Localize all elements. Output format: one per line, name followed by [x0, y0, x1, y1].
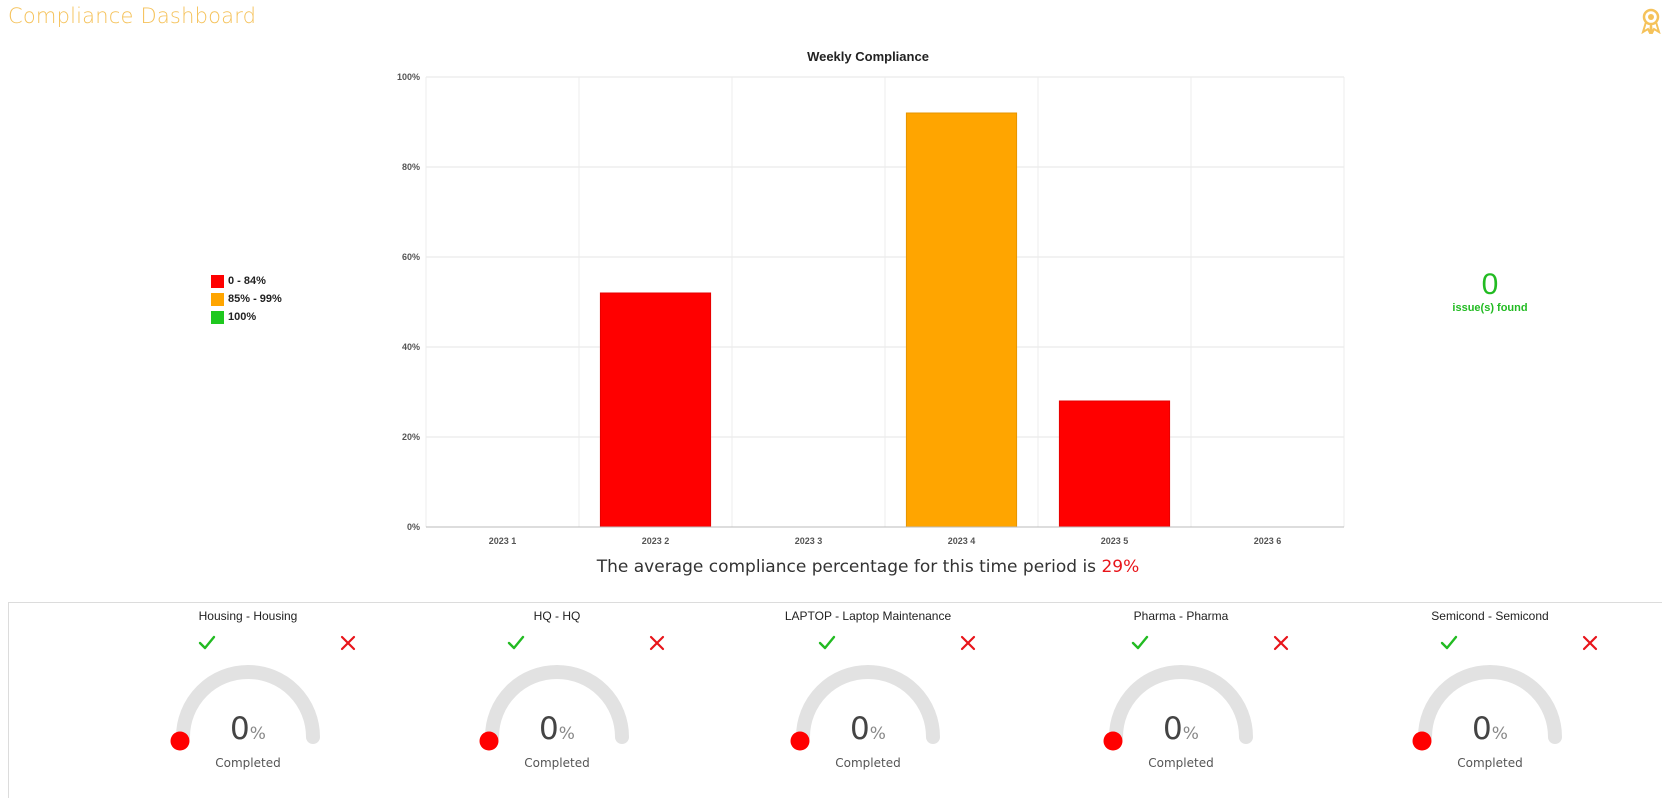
gauge-track	[796, 665, 940, 744]
gauge-label: Completed	[1457, 756, 1523, 770]
legend-label: 100%	[228, 311, 257, 323]
gauge-label: Completed	[215, 756, 281, 770]
y-tick-label: 80%	[402, 162, 420, 172]
check-icon[interactable]	[1440, 634, 1458, 652]
chart-bar	[1058, 400, 1171, 528]
gauge-unit: %	[558, 724, 575, 744]
chart-legend: 0 - 84% 85% - 99% 100%	[211, 272, 282, 326]
gauge-indicator	[1412, 731, 1432, 751]
y-tick-label: 60%	[402, 252, 420, 262]
card-title: Housing - Housing	[198, 609, 298, 623]
legend-label: 0 - 84%	[228, 275, 266, 287]
gauge-value: 0%	[447, 711, 667, 747]
gauge-unit: %	[869, 724, 886, 744]
completion-gauge	[479, 665, 629, 751]
close-icon[interactable]	[1581, 634, 1599, 652]
y-tick-label: 40%	[402, 342, 420, 352]
legend-item-mid[interactable]: 85% - 99%	[211, 290, 282, 308]
check-icon[interactable]	[507, 634, 525, 652]
legend-item-full[interactable]: 100%	[211, 308, 282, 326]
gauge-unit: %	[249, 724, 266, 744]
completion-gauge	[790, 665, 940, 751]
gauge-indicator	[170, 731, 190, 751]
page-title: Compliance Dashboard	[8, 4, 257, 28]
category-card: Pharma - Pharma 0% Completed	[1071, 609, 1291, 789]
category-card: Housing - Housing 0% Completed	[138, 609, 358, 789]
gauge-indicator	[1103, 731, 1123, 751]
gauge-track	[485, 665, 629, 744]
x-tick-label: 2023 1	[489, 536, 517, 546]
card-title: HQ - HQ	[533, 609, 581, 623]
gauge-number: 0	[230, 711, 250, 747]
x-tick-label: 2023 5	[1101, 536, 1129, 546]
close-icon[interactable]	[339, 634, 357, 652]
average-compliance-value: 29%	[1101, 557, 1140, 577]
x-tick-label: 2023 6	[1254, 536, 1282, 546]
category-card: Semicond - Semicond 0% Completed	[1380, 609, 1600, 789]
legend-label: 85% - 99%	[228, 293, 282, 305]
close-icon[interactable]	[648, 634, 666, 652]
card-title: Semicond - Semicond	[1431, 609, 1549, 623]
y-tick-label: 100%	[397, 72, 420, 82]
average-compliance-prefix: The average compliance percentage for th…	[596, 557, 1102, 577]
check-icon[interactable]	[818, 634, 836, 652]
close-icon[interactable]	[959, 634, 977, 652]
gauge-label: Completed	[524, 756, 590, 770]
legend-swatch-red	[211, 274, 224, 288]
gauge-value: 0%	[1380, 711, 1600, 747]
average-compliance-text: The average compliance percentage for th…	[0, 557, 1662, 577]
chart-bar	[599, 292, 712, 528]
weekly-compliance-chart: Weekly Compliance 0% 20% 40% 60% 80% 100% 2023…	[397, 49, 1345, 546]
check-icon[interactable]	[198, 634, 216, 652]
gauge-label: Completed	[835, 756, 901, 770]
check-icon[interactable]	[1131, 634, 1149, 652]
legend-swatch-green	[211, 310, 224, 324]
gauge-label: Completed	[1148, 756, 1214, 770]
issues-label: issue(s) found	[1452, 302, 1528, 314]
y-tick-label: 20%	[402, 432, 420, 442]
card-title: LAPTOP - Laptop Maintenance	[784, 609, 952, 623]
gauge-number: 0	[1163, 711, 1183, 747]
x-tick-label: 2023 3	[795, 536, 823, 546]
gauge-indicator	[479, 731, 499, 751]
y-tick-label: 0%	[407, 522, 420, 532]
gauge-number: 0	[539, 711, 559, 747]
close-icon[interactable]	[1272, 634, 1290, 652]
gauge-value: 0%	[758, 711, 978, 747]
gauge-number: 0	[850, 711, 870, 747]
issues-summary: 0 issue(s) found	[1440, 268, 1540, 314]
gauge-value: 0%	[138, 711, 358, 747]
completion-gauge	[1103, 665, 1253, 751]
completion-gauge	[170, 665, 320, 751]
gauge-indicator	[790, 731, 810, 751]
gauge-track	[1109, 665, 1253, 744]
category-panel	[8, 602, 1662, 798]
gauge-unit: %	[1491, 724, 1508, 744]
legend-swatch-orange	[211, 292, 224, 306]
x-tick-label: 2023 2	[642, 536, 670, 546]
gauge-value: 0%	[1071, 711, 1291, 747]
chart-title: Weekly Compliance	[807, 49, 929, 64]
gauge-track	[1418, 665, 1562, 744]
chart-bar	[905, 112, 1018, 528]
x-tick-label: 2023 4	[948, 536, 976, 546]
category-card: HQ - HQ 0% Completed	[447, 609, 667, 789]
award-badge-icon[interactable]	[1640, 8, 1662, 34]
card-title: Pharma - Pharma	[1133, 609, 1229, 623]
category-card: LAPTOP - Laptop Maintenance 0% Completed	[758, 609, 978, 789]
completion-gauge	[1412, 665, 1562, 751]
gauge-number: 0	[1472, 711, 1492, 747]
gauge-unit: %	[1182, 724, 1199, 744]
legend-item-low[interactable]: 0 - 84%	[211, 272, 282, 290]
gauge-track	[176, 665, 320, 744]
issues-count: 0	[1481, 268, 1499, 301]
